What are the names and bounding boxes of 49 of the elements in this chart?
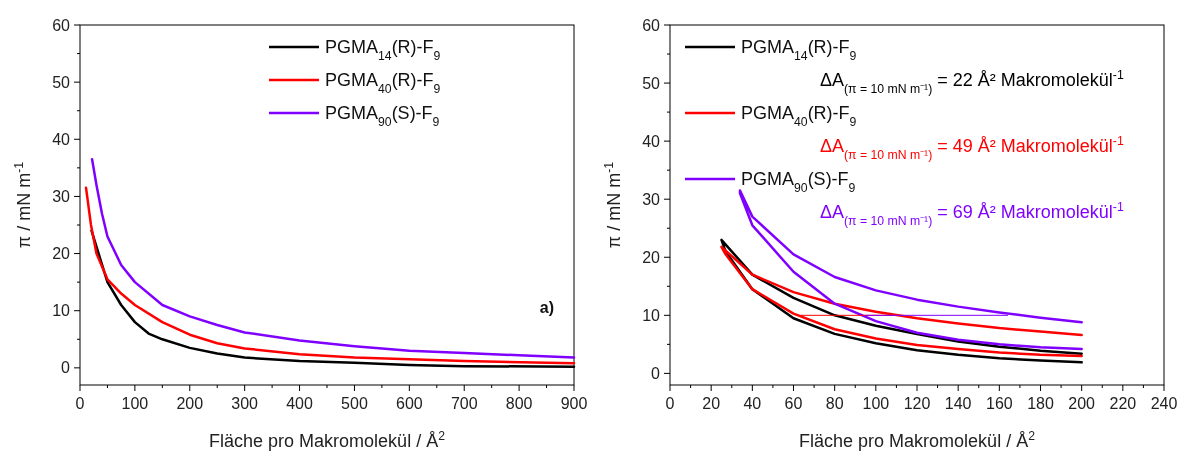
legend-label: PGMA$_{40}$(R)-F$_{9}$ — [325, 70, 441, 96]
y-tick-label: 60 — [642, 16, 661, 34]
x-tick-label: 140 — [944, 395, 972, 412]
x-tick-label: 800 — [505, 395, 533, 412]
y-tick-label: 50 — [52, 73, 71, 91]
x-tick-label: 500 — [341, 395, 368, 412]
legend-label: PGMA$_{90}$(S)-F$_{9}$ — [741, 169, 856, 195]
x-tick-label: 200 — [1068, 395, 1096, 412]
y-tick-label: 50 — [642, 74, 661, 92]
x-tick-label: 300 — [231, 395, 259, 412]
legend-label: PGMA$_{40}$(R)-F$_{9}$ — [741, 103, 857, 129]
x-tick-label: 900 — [560, 395, 588, 412]
y-tick-label: 30 — [52, 188, 71, 206]
x-tick-label: 600 — [395, 395, 423, 412]
x-tick-label: 100 — [862, 395, 890, 412]
x-tick-label: 700 — [450, 395, 478, 412]
legend-label: PGMA$_{90}$(S)-F$_{9}$ — [325, 103, 440, 129]
x-tick-label: 40 — [743, 395, 762, 412]
x-tick-label: 0 — [75, 395, 85, 412]
y-tick-label: 10 — [642, 306, 661, 324]
x-tick-label: 60 — [784, 395, 803, 412]
x-tick-label: 220 — [1109, 395, 1137, 412]
y-tick-label: 40 — [642, 132, 661, 150]
x-tick-label: 200 — [176, 395, 204, 412]
annotation: ΔA$_{(π = 10 mN m⁻¹)}$ = 49 Å² Makromolekül$^{-1}$ — [820, 134, 1124, 162]
y-tick-label: 30 — [642, 190, 661, 208]
legend-label: PGMA$_{14}$(R)-F$_{9}$ — [741, 37, 857, 63]
x-tick-label: 100 — [121, 395, 149, 412]
x-tick-label: 160 — [985, 395, 1013, 412]
x-axis-title: Fläche pro Makromolekül / Å$^{2}$ — [799, 429, 1036, 451]
annotation: ΔA$_{(π = 10 mN m⁻¹)}$ = 69 Å² Makromolekül$^{-1}$ — [820, 200, 1124, 228]
annotation: a) — [539, 299, 554, 316]
x-tick-label: 400 — [286, 395, 313, 412]
y-tick-label: 0 — [651, 364, 661, 382]
x-tick-label: 20 — [702, 395, 721, 412]
y-tick-label: 20 — [52, 245, 71, 263]
y-tick-label: 20 — [642, 248, 661, 266]
legend-label: PGMA$_{14}$(R)-F$_{9}$ — [325, 37, 441, 63]
x-axis-title: Fläche pro Makromolekül / Å$^{2}$ — [209, 429, 446, 451]
x-tick-label: 80 — [825, 395, 844, 412]
x-tick-label: 240 — [1150, 395, 1178, 412]
x-tick-label: 120 — [903, 395, 931, 412]
x-tick-label: 180 — [1027, 395, 1054, 412]
y-tick-label: 40 — [52, 130, 71, 148]
annotation: ΔA$_{(π = 10 mN m⁻¹)}$ = 22 Å² Makromolekül$^{-1}$ — [820, 68, 1124, 96]
y-tick-label: 0 — [61, 359, 71, 377]
y-tick-label: 60 — [52, 16, 71, 34]
y-tick-label: 10 — [52, 302, 71, 320]
x-tick-label: 0 — [665, 395, 675, 412]
